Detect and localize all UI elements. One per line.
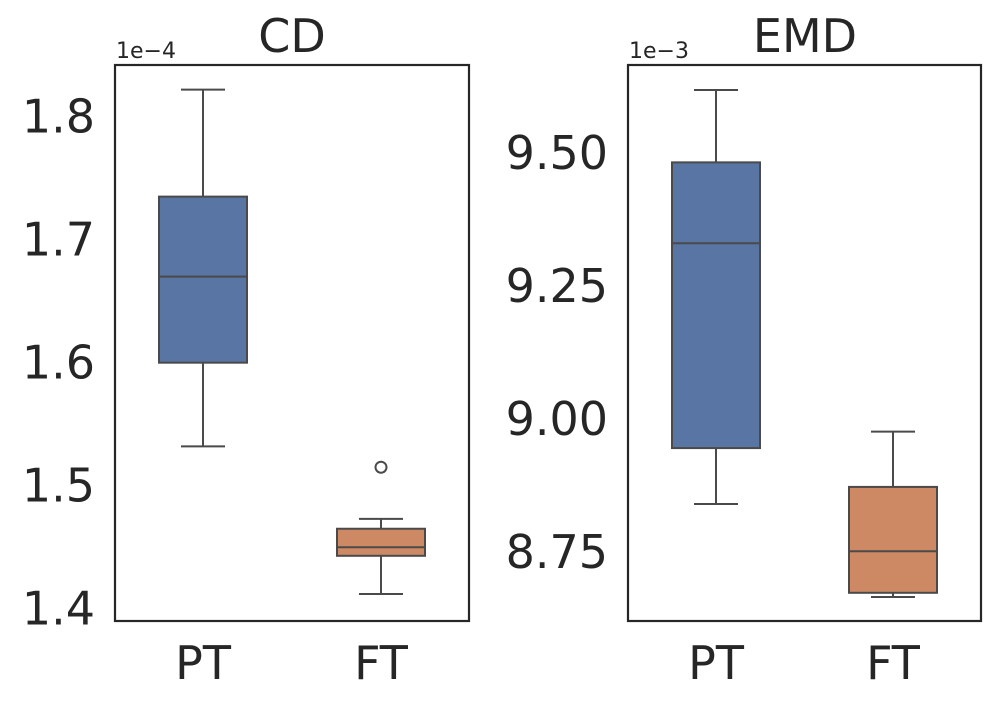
multiplier-label-emd: 1e−3 — [629, 39, 689, 64]
plot-frame-emd — [626, 63, 983, 623]
box-iqr — [336, 527, 426, 557]
panel-title-cd: CD — [258, 9, 326, 63]
outlier-point — [374, 460, 388, 474]
x-tick-label: FT — [354, 636, 409, 690]
y-tick-labels-cd: 1.4 1.5 1.6 1.7 1.8 — [22, 90, 95, 636]
y-tick-label: 1.4 — [22, 582, 95, 636]
x-tick-label: PT — [175, 636, 232, 690]
box-ft — [848, 430, 938, 599]
x-tick-labels-cd: PT FT — [175, 636, 409, 690]
y-tick-label: 8.75 — [506, 525, 608, 579]
y-tick-label: 1.5 — [22, 459, 95, 513]
box-pt — [158, 88, 248, 448]
y-tick-label: 1.7 — [22, 213, 95, 267]
x-tick-label: FT — [866, 636, 921, 690]
panel-cd: CD 1e−4 1.4 1.5 1.6 1.7 1.8 PT FT — [22, 9, 471, 690]
box-ft — [336, 460, 426, 595]
boxes-emd — [671, 89, 938, 599]
multiplier-label-cd: 1e−4 — [116, 39, 176, 64]
box-pt — [671, 89, 761, 505]
y-tick-label: 1.8 — [22, 90, 95, 144]
panel-emd: EMD 1e−3 8.75 9.00 9.25 9.50 PT FT — [506, 9, 983, 690]
y-tick-labels-emd: 8.75 9.00 9.25 9.50 — [506, 126, 608, 579]
box-iqr — [671, 161, 761, 450]
x-tick-labels-emd: PT FT — [688, 636, 921, 690]
y-tick-label: 9.50 — [506, 126, 608, 180]
plot-frame-cd — [113, 63, 471, 623]
x-tick-label: PT — [688, 636, 745, 690]
y-tick-label: 1.6 — [22, 336, 95, 390]
box-iqr — [158, 195, 248, 364]
box-iqr — [848, 485, 938, 594]
boxes-cd — [158, 88, 426, 595]
y-tick-label: 9.25 — [506, 259, 608, 313]
panel-title-emd: EMD — [753, 9, 857, 63]
y-tick-label: 9.00 — [506, 392, 608, 446]
